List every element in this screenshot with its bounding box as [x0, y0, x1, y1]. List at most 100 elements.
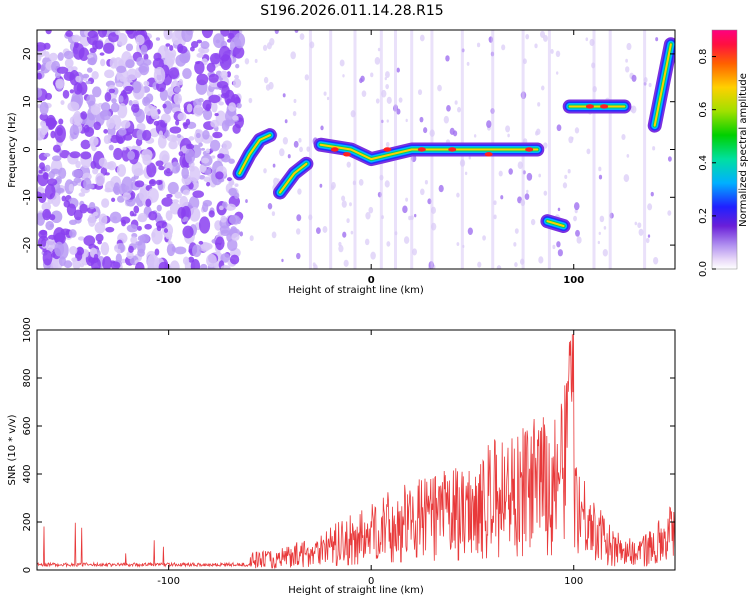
noise-blob	[265, 84, 271, 91]
noise-blob	[597, 240, 600, 245]
noise-blob	[101, 198, 110, 208]
noise-blob	[83, 235, 96, 246]
noise-blob	[185, 143, 195, 150]
noise-blob	[115, 82, 123, 88]
noise-blob	[44, 51, 50, 58]
noise-blob	[44, 164, 51, 172]
noise-blob	[574, 127, 580, 134]
noise-blob	[189, 166, 201, 183]
noise-blob	[87, 214, 96, 227]
noise-blob	[386, 96, 392, 104]
noise-blob	[346, 161, 351, 168]
noise-blob	[85, 80, 92, 85]
noise-blob	[181, 167, 190, 179]
noise-blob	[68, 219, 78, 225]
noise-blob	[319, 183, 323, 188]
noise-blob	[339, 59, 345, 67]
noise-blob	[165, 43, 171, 47]
noise-blob	[505, 125, 511, 133]
noise-blob	[155, 179, 163, 186]
colorbar: 0.0 0.2 0.4 0.6 0.8 Normalized spectral ampl…	[698, 29, 749, 277]
noise-blob	[229, 254, 240, 265]
noise-blob	[102, 162, 114, 169]
noise-blob	[202, 202, 209, 213]
noise-blob	[121, 176, 134, 196]
noise-blob	[117, 136, 124, 144]
noise-blob	[91, 257, 101, 269]
noise-blob	[128, 245, 134, 253]
noise-streak	[308, 30, 312, 269]
noise-blob	[165, 210, 173, 221]
noise-blob	[227, 238, 238, 252]
noise-blob	[171, 246, 176, 252]
noise-blob	[182, 225, 194, 239]
noise-blob	[568, 136, 574, 144]
noise-blob	[162, 103, 167, 109]
noise-blob	[313, 264, 318, 269]
noise-blob	[621, 134, 626, 141]
noise-blob	[525, 33, 530, 40]
noise-blob	[290, 51, 296, 60]
y-tick-label: 1000	[22, 317, 33, 342]
noise-blob	[155, 220, 167, 229]
noise-blob	[296, 252, 301, 260]
noise-blob	[358, 179, 364, 186]
noise-blob	[167, 241, 173, 245]
noise-blob	[74, 41, 79, 49]
noise-blob	[89, 136, 99, 147]
noise-blob	[175, 120, 180, 126]
noise-blob	[173, 93, 183, 105]
noise-blob	[71, 34, 81, 43]
noise-blob	[386, 119, 389, 123]
noise-blob	[446, 104, 451, 112]
noise-blob	[69, 151, 81, 159]
noise-blob	[115, 253, 122, 264]
noise-blob	[200, 49, 205, 54]
noise-blob	[113, 147, 123, 161]
noise-blob	[375, 98, 380, 104]
noise-blob	[530, 218, 536, 226]
noise-blob	[43, 152, 51, 158]
noise-blob	[111, 98, 117, 104]
noise-blob	[92, 211, 99, 217]
noise-blob	[192, 244, 202, 258]
noise-blob	[195, 132, 201, 139]
noise-blob	[163, 228, 169, 234]
noise-blob	[142, 129, 152, 141]
noise-blob	[156, 204, 162, 212]
noise-blob	[69, 124, 80, 140]
noise-blob	[147, 253, 160, 269]
colorbar-tick-label: 0.6	[698, 102, 709, 118]
colorbar-tick-label: 0.8	[698, 49, 709, 65]
noise-blob	[145, 198, 152, 208]
noise-blob	[456, 192, 460, 198]
noise-blob	[103, 129, 108, 134]
noise-blob	[163, 100, 173, 115]
noise-blob	[603, 226, 607, 230]
noise-blob	[182, 189, 190, 196]
noise-blob	[452, 130, 458, 137]
noise-blob	[564, 174, 568, 180]
noise-blob	[158, 130, 164, 138]
noise-blob	[37, 42, 47, 52]
noise-blob	[183, 216, 189, 222]
noise-blob	[48, 52, 58, 62]
noise-blob	[151, 231, 156, 238]
noise-blob	[179, 195, 189, 209]
noise-blob	[165, 168, 171, 174]
noise-blob	[374, 56, 381, 65]
noise-blob	[110, 102, 120, 113]
noise-blob	[625, 66, 630, 73]
noise-blob	[92, 86, 102, 98]
snr-xlabel: Height of straight line (km)	[288, 585, 424, 596]
noise-blob	[254, 58, 258, 64]
noise-blob	[182, 68, 192, 80]
noise-blob	[73, 209, 83, 221]
noise-blob	[80, 139, 91, 150]
noise-blob	[133, 205, 140, 214]
noise-blob	[67, 101, 80, 112]
noise-blob	[586, 148, 591, 155]
